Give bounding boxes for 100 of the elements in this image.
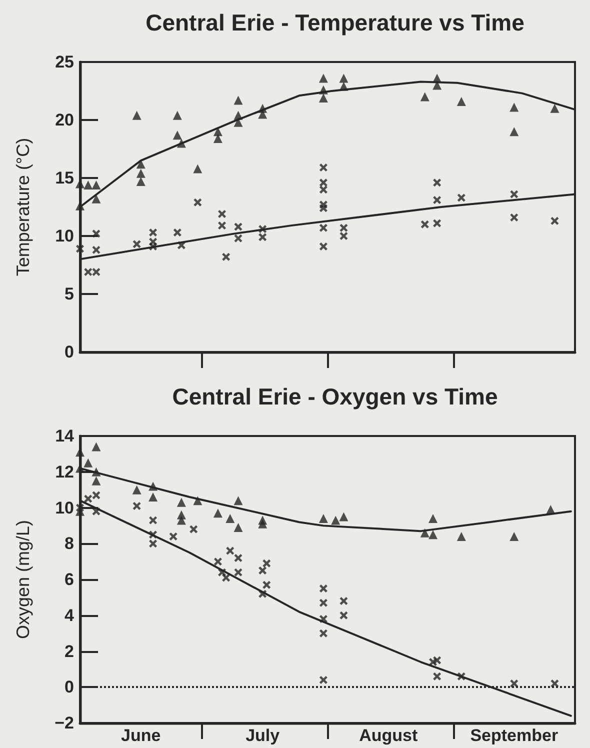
point <box>84 180 93 190</box>
point <box>331 516 340 525</box>
point <box>84 458 93 468</box>
point <box>258 566 267 575</box>
y-axis-title: Temperature (°C) <box>13 138 33 276</box>
point <box>319 598 328 607</box>
point <box>222 252 230 261</box>
point <box>136 168 146 178</box>
point <box>176 516 186 525</box>
y-tick-label: 4 <box>64 606 75 625</box>
point <box>510 532 519 541</box>
point <box>510 102 519 112</box>
point <box>132 110 142 120</box>
point <box>456 96 466 106</box>
y-tick-label: 10 <box>55 226 74 246</box>
point <box>258 233 267 242</box>
point <box>318 74 328 83</box>
point <box>319 584 328 592</box>
point <box>234 496 243 506</box>
point <box>132 502 141 510</box>
y-tick-label: 15 <box>55 168 74 188</box>
point <box>234 568 242 576</box>
point <box>340 224 348 232</box>
point <box>92 442 101 452</box>
point <box>510 190 518 198</box>
y-axis-title: Oxygen (mg/L) <box>13 520 33 640</box>
point <box>173 228 182 237</box>
point <box>136 176 146 186</box>
point <box>149 516 158 524</box>
point <box>234 554 242 562</box>
y-tick-label: −2 <box>54 714 74 732</box>
point <box>262 580 271 589</box>
point <box>172 130 182 140</box>
point <box>149 540 158 548</box>
point <box>234 118 243 127</box>
y-tick-label: 6 <box>64 570 74 589</box>
point <box>76 244 84 253</box>
point <box>172 110 182 120</box>
point <box>319 178 328 187</box>
point <box>319 224 328 232</box>
x-tick-label: August <box>359 726 418 745</box>
y-tick-label: 0 <box>64 678 74 697</box>
point <box>433 656 442 664</box>
point <box>433 196 442 204</box>
point <box>510 213 518 222</box>
point <box>84 268 92 276</box>
y-tick-label: 5 <box>64 284 74 304</box>
point <box>318 93 328 102</box>
point <box>340 597 348 606</box>
point <box>319 629 328 638</box>
point <box>214 558 222 566</box>
point <box>234 222 242 231</box>
y-tick-label: 2 <box>64 642 74 661</box>
point <box>76 504 84 512</box>
point <box>190 525 198 534</box>
point <box>550 104 560 113</box>
point <box>213 508 222 518</box>
chart-title: Central Erie - Temperature vs Time <box>146 10 524 36</box>
point <box>193 164 202 174</box>
point <box>92 491 100 500</box>
point <box>340 611 348 620</box>
y-tick-label: 20 <box>55 110 74 130</box>
point <box>84 494 92 503</box>
point <box>319 164 328 172</box>
point <box>234 96 243 105</box>
point <box>319 676 328 684</box>
point <box>176 498 186 507</box>
y-tick-label: 0 <box>64 342 74 362</box>
point <box>262 559 271 568</box>
y-tick-label: 10 <box>55 498 74 518</box>
point <box>428 514 438 524</box>
point <box>433 178 442 187</box>
point <box>428 530 438 540</box>
point <box>319 186 328 194</box>
point <box>319 200 328 209</box>
point <box>149 228 158 237</box>
chart-title: Central Erie - Oxygen vs Time <box>172 384 498 410</box>
point <box>132 485 142 494</box>
point <box>92 268 100 276</box>
point <box>258 519 268 528</box>
point <box>433 672 442 680</box>
point <box>420 92 430 102</box>
x-tick-label: September <box>470 726 558 745</box>
point <box>213 134 222 144</box>
point <box>226 546 234 555</box>
point <box>218 222 226 230</box>
point <box>420 220 429 228</box>
point <box>318 514 328 524</box>
point <box>234 522 243 532</box>
point <box>92 180 101 190</box>
point <box>92 230 100 238</box>
y-tick-label: 25 <box>55 52 74 72</box>
point <box>226 514 235 524</box>
y-tick-label: 8 <box>64 534 74 554</box>
x-tick-label: June <box>121 726 161 745</box>
point <box>319 242 328 250</box>
point <box>132 240 141 248</box>
point <box>169 532 178 540</box>
point <box>92 246 100 254</box>
point <box>433 219 442 228</box>
